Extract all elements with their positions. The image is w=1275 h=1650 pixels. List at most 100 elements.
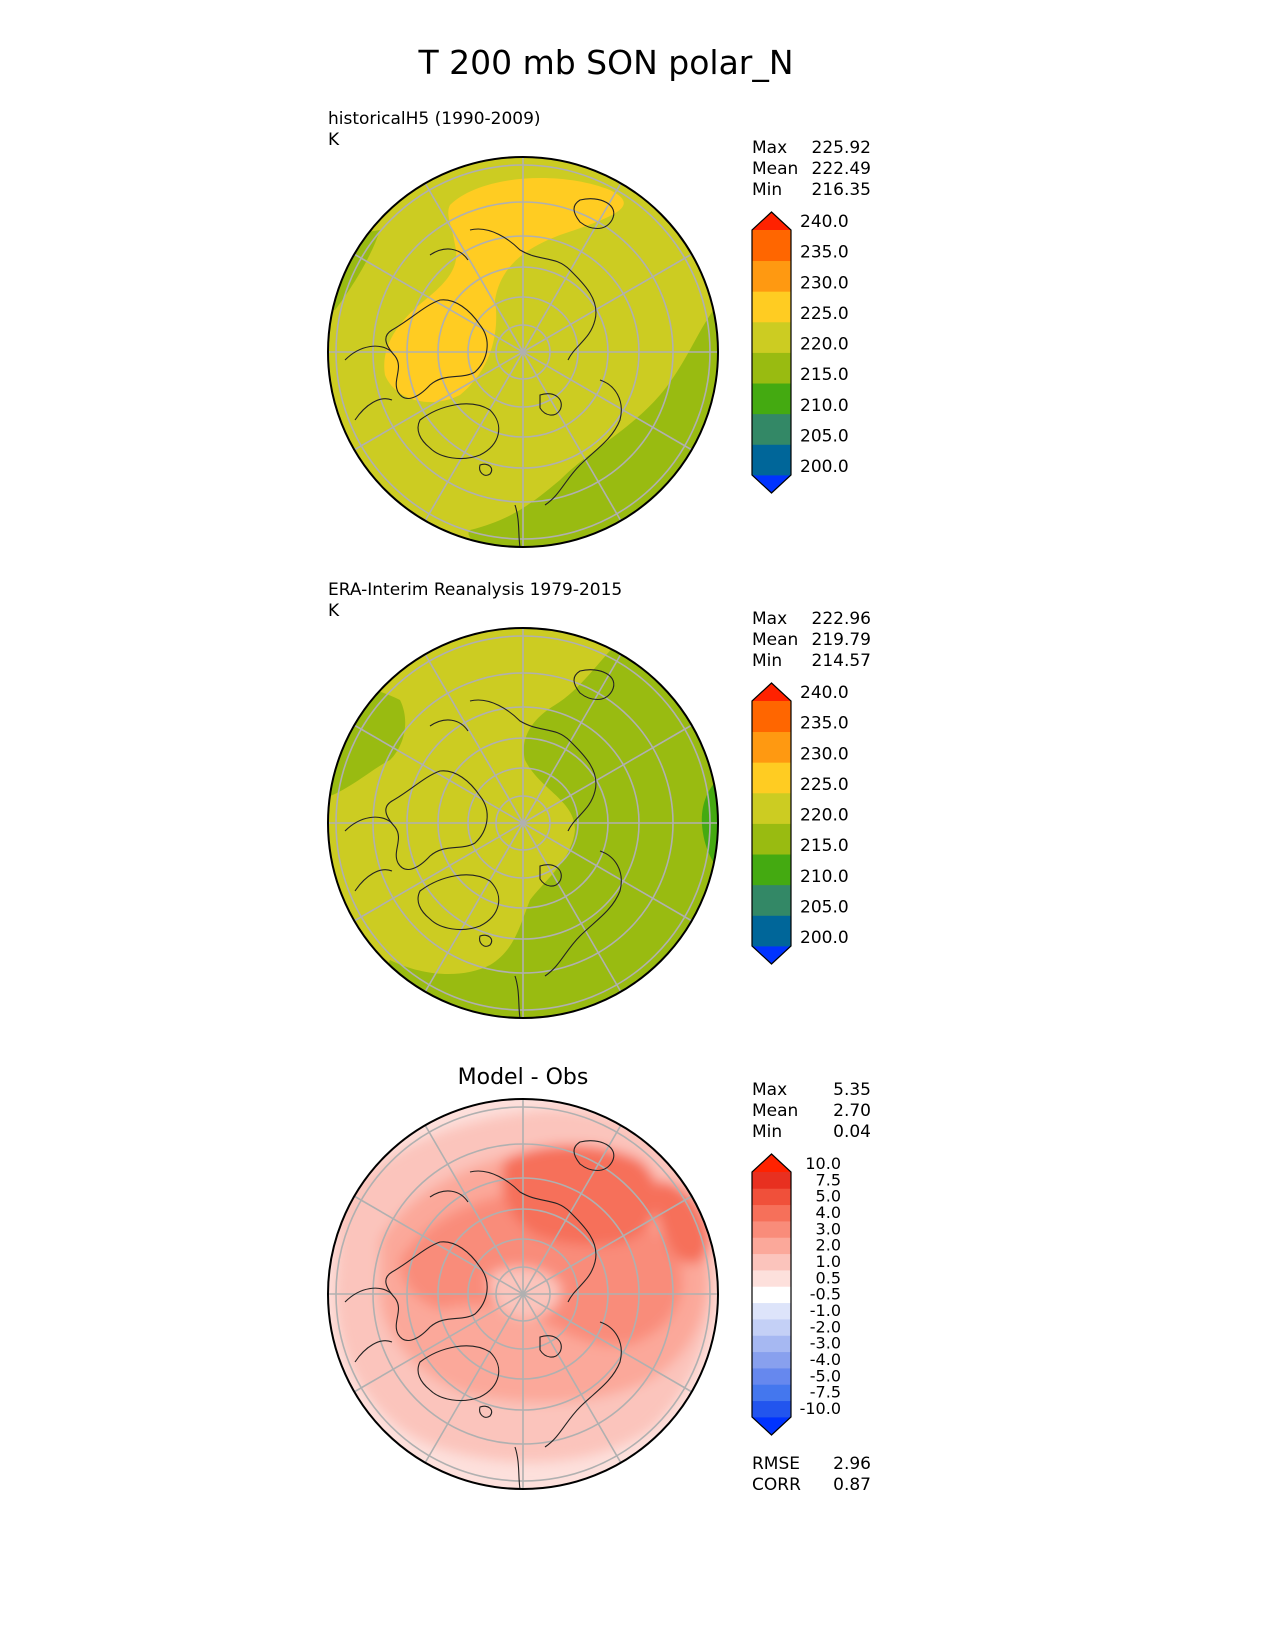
- stats-block: Max 225.92 Mean 222.49 Min 216.35: [752, 138, 871, 200]
- stat-label-min: Min: [752, 1122, 782, 1142]
- map-grid: [328, 628, 718, 1018]
- colorbar-tick-label: 210.0: [800, 396, 849, 416]
- colorbar-tick-label: 220.0: [800, 335, 849, 355]
- panel-units: K: [328, 601, 340, 621]
- panel-observation: ERA-Interim Reanalysis 1979-2015 K: [327, 580, 871, 1019]
- colorbar-tick-label: 5.0: [816, 1187, 841, 1206]
- colorbar-tick-label: 220.0: [800, 806, 849, 826]
- colorbar-tick-label: -2.0: [810, 1317, 841, 1336]
- panel-label-line1: historicalH5 (1990-2009): [328, 109, 541, 129]
- stat-value-max: 225.92: [812, 138, 871, 158]
- colorbar-tick-label: 230.0: [800, 744, 849, 764]
- colorbar-tick-label: 205.0: [800, 897, 849, 917]
- stat-value-corr: 0.87: [833, 1475, 871, 1495]
- colorbar-segment: [752, 1400, 791, 1418]
- colorbar-segment: [752, 701, 791, 733]
- colorbar-tick-label: 225.0: [800, 304, 849, 324]
- map-boundary: [327, 627, 719, 1019]
- panel-difference: Model - Obs: [327, 1065, 871, 1495]
- map-grid: [328, 157, 718, 547]
- colorbar-tick-label: -4.0: [810, 1350, 841, 1369]
- panel-center-title: Model - Obs: [458, 1065, 589, 1090]
- colorbar-tick-label: 0.5: [816, 1268, 841, 1287]
- colorbar-segment: [752, 762, 791, 794]
- colorbar-segment: [752, 884, 791, 916]
- colorbar-segment: [752, 383, 791, 415]
- polar-map: [328, 628, 718, 1018]
- skill-stats: RMSE 2.96 CORR 0.87: [752, 1454, 871, 1495]
- stat-value-mean: 222.49: [812, 159, 871, 179]
- panel-label-line1: ERA-Interim Reanalysis 1979-2015: [328, 580, 622, 600]
- colorbar-tick-label: 2.0: [816, 1236, 841, 1255]
- map-coastlines: [344, 669, 622, 1018]
- stat-label-corr: CORR: [752, 1475, 801, 1495]
- colorbar-tick-label: 205.0: [800, 426, 849, 446]
- colorbar-segment: [752, 475, 791, 493]
- colorbar-segment: [752, 823, 791, 855]
- colorbar-tick-label: 10.0: [805, 1154, 841, 1173]
- map-field-warm-band: [384, 178, 624, 403]
- colorbar-outline: [751, 211, 792, 494]
- colorbar-tick-label: 215.0: [800, 836, 849, 856]
- colorbar-segment: [752, 1172, 791, 1189]
- colorbar-segment: [752, 413, 791, 445]
- colorbar-segment: [752, 1286, 791, 1304]
- stat-value-min: 0.04: [833, 1122, 871, 1142]
- colorbar-tick-label: -10.0: [800, 1399, 841, 1418]
- colorbar-segment: [752, 946, 791, 964]
- colorbar-tick-label: -3.0: [810, 1334, 841, 1353]
- map-coastlines: [344, 198, 622, 547]
- colorbar-segment: [752, 1335, 791, 1353]
- colorbar: 200.0 205.0 210.0 215.0 220.0 225.0 230.0 235.0…: [751, 211, 849, 494]
- colorbar-segment: [752, 915, 791, 947]
- colorbar-tick-label: -7.5: [810, 1383, 841, 1402]
- stat-value-mean: 2.70: [833, 1101, 871, 1121]
- colorbar-tick-label: 225.0: [800, 775, 849, 795]
- colorbar-outline: [751, 1153, 792, 1436]
- colorbar-segment: [752, 1368, 791, 1385]
- panel-model: historicalH5 (1990-2009) K: [327, 109, 871, 548]
- stat-label-min: Min: [752, 651, 782, 671]
- colorbar-segment: [752, 444, 791, 476]
- colorbar-segment: [752, 1319, 791, 1336]
- colorbar-segment: [752, 352, 791, 384]
- colorbar-segment: [752, 321, 791, 353]
- colorbar-tick-label: 230.0: [800, 273, 849, 293]
- colorbar-segment: [752, 1270, 791, 1287]
- map-field-cool-east: [360, 640, 718, 1018]
- stat-label-mean: Mean: [752, 159, 798, 179]
- stat-value-min: 214.57: [812, 651, 871, 671]
- stat-value-min: 216.35: [812, 180, 871, 200]
- map-coastlines: [344, 1140, 622, 1489]
- polar-map: [328, 157, 718, 547]
- polar-map: [328, 1099, 718, 1489]
- colorbar-segment: [752, 683, 791, 701]
- colorbar-segment: [752, 1221, 791, 1238]
- colorbar-tick-label: 200.0: [800, 928, 849, 948]
- colorbar-segment: [752, 1204, 791, 1222]
- colorbar-tick-label: -1.0: [810, 1301, 841, 1320]
- stat-label-rmse: RMSE: [752, 1454, 800, 1474]
- colorbar-tick-label: 240.0: [800, 212, 849, 232]
- colorbar-tick-label: 210.0: [800, 867, 849, 887]
- colorbar-segment: [752, 1237, 791, 1255]
- colorbar-tick-label: 4.0: [816, 1203, 841, 1222]
- colorbar-tick-label: 200.0: [800, 457, 849, 477]
- colorbar-tick-label: 215.0: [800, 365, 849, 385]
- colorbar-segment: [752, 854, 791, 886]
- stat-value-rmse: 2.96: [833, 1454, 871, 1474]
- colorbar-segment: [752, 291, 791, 323]
- stat-label-max: Max: [752, 609, 787, 629]
- map-grid: [328, 1099, 718, 1489]
- colorbar-segment: [752, 260, 791, 292]
- map-field-anomaly-5: [655, 1180, 710, 1264]
- colorbar-outline: [751, 682, 792, 965]
- colorbar-segment: [752, 731, 791, 763]
- stat-value-max: 222.96: [812, 609, 871, 629]
- colorbar-segment: [752, 1253, 791, 1271]
- colorbar-segment: [752, 1384, 791, 1402]
- stat-label-max: Max: [752, 138, 787, 158]
- stat-value-mean: 219.79: [812, 630, 871, 650]
- stat-label-min: Min: [752, 180, 782, 200]
